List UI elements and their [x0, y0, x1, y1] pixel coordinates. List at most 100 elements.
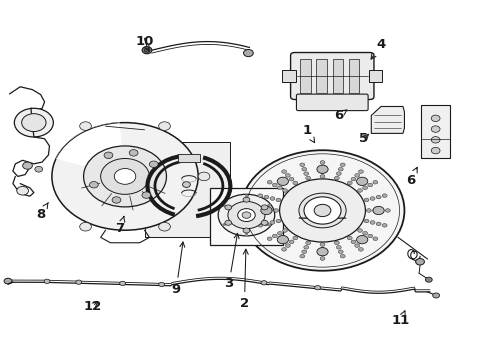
- Circle shape: [369, 221, 374, 224]
- Circle shape: [305, 176, 310, 180]
- Circle shape: [158, 122, 170, 130]
- Circle shape: [242, 212, 250, 218]
- Circle shape: [35, 166, 42, 172]
- Circle shape: [266, 237, 271, 240]
- Circle shape: [182, 182, 190, 188]
- Circle shape: [336, 246, 341, 249]
- Circle shape: [224, 205, 231, 210]
- Circle shape: [285, 174, 290, 177]
- Circle shape: [338, 250, 343, 253]
- Circle shape: [320, 252, 325, 256]
- Bar: [144, 142, 229, 237]
- Bar: [316, 59, 326, 93]
- Circle shape: [277, 186, 282, 189]
- Circle shape: [17, 186, 28, 195]
- Circle shape: [415, 258, 424, 265]
- Circle shape: [114, 168, 136, 184]
- Circle shape: [354, 244, 359, 247]
- Circle shape: [198, 172, 209, 181]
- Circle shape: [358, 170, 363, 174]
- Circle shape: [372, 237, 377, 240]
- Circle shape: [313, 204, 330, 217]
- Circle shape: [149, 161, 158, 167]
- Circle shape: [301, 250, 306, 253]
- Circle shape: [340, 163, 345, 167]
- Circle shape: [21, 114, 46, 132]
- Circle shape: [237, 209, 255, 221]
- Circle shape: [369, 197, 374, 200]
- Circle shape: [277, 177, 288, 185]
- Bar: [420, 105, 449, 158]
- Circle shape: [243, 228, 249, 233]
- Circle shape: [362, 231, 367, 235]
- Circle shape: [350, 177, 355, 181]
- Circle shape: [254, 209, 259, 212]
- Circle shape: [281, 248, 286, 251]
- Circle shape: [304, 197, 340, 224]
- Circle shape: [367, 183, 372, 187]
- Text: 8: 8: [36, 202, 48, 221]
- Circle shape: [357, 229, 362, 232]
- Circle shape: [44, 279, 50, 283]
- Circle shape: [288, 177, 293, 181]
- Text: 10: 10: [135, 35, 153, 51]
- Bar: [348, 59, 359, 93]
- Circle shape: [158, 222, 170, 231]
- Circle shape: [279, 179, 365, 242]
- Circle shape: [375, 195, 380, 199]
- Text: 6: 6: [405, 167, 416, 187]
- Circle shape: [430, 126, 439, 132]
- Circle shape: [272, 183, 277, 187]
- Circle shape: [52, 123, 198, 230]
- Text: 12: 12: [83, 300, 102, 313]
- Circle shape: [336, 172, 341, 175]
- Circle shape: [282, 189, 287, 192]
- Circle shape: [320, 243, 325, 246]
- Circle shape: [340, 255, 345, 258]
- Circle shape: [364, 219, 368, 223]
- Circle shape: [243, 49, 253, 57]
- Circle shape: [292, 181, 297, 185]
- Circle shape: [4, 278, 12, 284]
- FancyBboxPatch shape: [296, 94, 367, 111]
- Circle shape: [382, 194, 386, 197]
- Circle shape: [372, 209, 377, 212]
- Circle shape: [83, 146, 166, 207]
- Circle shape: [218, 194, 274, 236]
- Circle shape: [282, 229, 287, 232]
- Text: 5: 5: [359, 132, 368, 145]
- Circle shape: [14, 108, 53, 137]
- Circle shape: [320, 175, 325, 178]
- Text: 2: 2: [240, 249, 248, 310]
- Circle shape: [356, 235, 367, 244]
- Circle shape: [264, 222, 268, 226]
- Circle shape: [334, 241, 339, 245]
- Circle shape: [80, 222, 91, 231]
- Circle shape: [89, 181, 98, 188]
- Circle shape: [430, 147, 439, 154]
- Circle shape: [299, 163, 304, 167]
- Circle shape: [277, 231, 282, 235]
- Circle shape: [375, 222, 380, 226]
- Circle shape: [261, 220, 267, 225]
- Circle shape: [303, 246, 308, 249]
- Circle shape: [101, 158, 149, 194]
- Circle shape: [267, 209, 272, 212]
- Circle shape: [273, 209, 278, 212]
- Circle shape: [316, 165, 327, 174]
- Bar: [368, 69, 382, 82]
- Bar: [332, 59, 343, 93]
- Circle shape: [80, 122, 91, 130]
- Circle shape: [240, 150, 404, 271]
- Circle shape: [320, 257, 325, 260]
- Text: 9: 9: [171, 242, 184, 296]
- Circle shape: [350, 240, 355, 244]
- Bar: [282, 69, 295, 82]
- Circle shape: [266, 180, 271, 184]
- Circle shape: [432, 293, 439, 298]
- Circle shape: [260, 206, 271, 215]
- Circle shape: [76, 280, 81, 284]
- Circle shape: [320, 247, 325, 251]
- Polygon shape: [56, 123, 125, 176]
- Circle shape: [356, 177, 367, 185]
